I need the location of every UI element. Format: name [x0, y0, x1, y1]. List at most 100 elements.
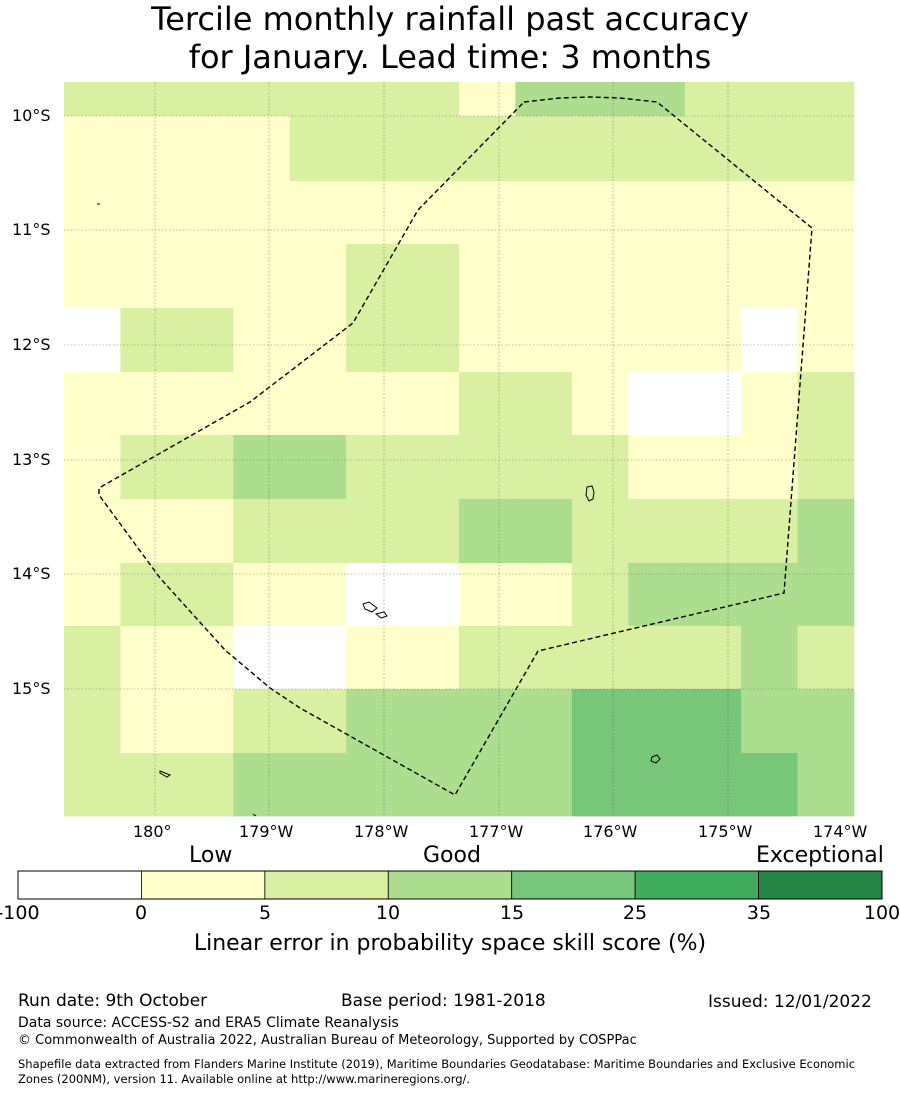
- legend-word-good: Good: [423, 843, 481, 868]
- island-outline: [585, 485, 595, 502]
- skill-cell: [684, 116, 742, 182]
- skill-cell: [402, 753, 460, 817]
- skill-cell: [64, 435, 121, 500]
- legend-word-low: Low: [189, 843, 233, 868]
- skill-cell: [459, 563, 516, 627]
- skill-cell: [120, 308, 178, 373]
- skill-cell: [515, 244, 573, 309]
- skill-cell: [797, 689, 855, 754]
- skill-cell: [797, 308, 855, 373]
- lat-label-10s: 10°S: [12, 106, 51, 125]
- colorbar: [17, 870, 883, 900]
- skill-cell: [571, 372, 629, 436]
- skill-cell: [741, 753, 798, 817]
- skill-cell: [64, 372, 121, 436]
- skill-cell: [515, 435, 573, 500]
- skill-cell: [346, 753, 403, 817]
- skill-cell: [233, 563, 291, 627]
- colorbar-tick: 0: [134, 902, 148, 924]
- skill-cell: [402, 82, 460, 117]
- skill-cell: [346, 626, 403, 690]
- skill-cell: [628, 244, 686, 309]
- skill-cell: [233, 435, 291, 500]
- skill-cell: [684, 308, 742, 373]
- shapefile-credit-line1: Shapefile data extracted from Flanders M…: [18, 1057, 856, 1071]
- skill-cell: [176, 308, 234, 373]
- lat-label-12s: 12°S: [12, 335, 51, 354]
- skill-cell: [233, 499, 291, 564]
- skill-cell: [797, 435, 855, 500]
- skill-cell: [233, 689, 291, 754]
- skill-cell: [289, 372, 347, 436]
- skill-cell: [741, 181, 798, 245]
- island-outline: [374, 611, 388, 619]
- skill-cell: [176, 372, 234, 436]
- skill-cell: [459, 689, 516, 754]
- skill-cell: [402, 116, 460, 182]
- colorbar-tick: 15: [499, 902, 525, 924]
- skill-cell: [684, 499, 742, 564]
- skill-cell: [797, 181, 855, 245]
- map-title-line2: for January. Lead time: 3 months: [188, 38, 712, 76]
- skill-cell: [459, 753, 516, 817]
- skill-cell: [797, 499, 855, 564]
- skill-cell: [684, 372, 742, 436]
- colorbar-tick: -100: [0, 902, 40, 924]
- skill-cell: [571, 116, 629, 182]
- skill-cell: [64, 308, 121, 373]
- skill-cell: [741, 308, 798, 373]
- skill-cell: [289, 308, 347, 373]
- skill-cell: [233, 372, 291, 436]
- skill-cell: [289, 689, 347, 754]
- skill-cell: [120, 626, 178, 690]
- skill-cell: [289, 244, 347, 309]
- skill-cell: [628, 181, 686, 245]
- data-source: Data source: ACCESS-S2 and ERA5 Climate …: [18, 1015, 399, 1031]
- skill-cell: [515, 563, 573, 627]
- skill-cell: [741, 626, 798, 690]
- colorbar-tick: 10: [375, 902, 401, 924]
- skill-cell: [120, 82, 178, 117]
- lon-label-179w: 179°W: [239, 822, 294, 841]
- skill-cell: [741, 435, 798, 500]
- run-date: Run date: 9th October: [18, 991, 208, 1011]
- skill-cell: [797, 563, 855, 627]
- skill-cell: [233, 181, 291, 245]
- colorbar-bin: [511, 870, 636, 900]
- lon-label-178w: 178°W: [354, 822, 409, 841]
- skill-cell: [176, 689, 234, 754]
- lon-label-175w: 175°W: [698, 822, 753, 841]
- skill-cell: [233, 244, 291, 309]
- skill-cell: [741, 116, 798, 182]
- skill-cell: [402, 626, 460, 690]
- colorbar-bin: [17, 870, 142, 900]
- skill-cell: [571, 626, 629, 690]
- skill-map: [64, 82, 855, 817]
- skill-cell: [120, 244, 178, 309]
- base-period: Base period: 1981-2018: [341, 991, 546, 1011]
- skill-cell: [64, 689, 121, 754]
- skill-cell: [346, 372, 403, 436]
- skill-cell: [233, 308, 291, 373]
- colorbar-caption: Linear error in probability space skill …: [193, 931, 707, 956]
- skill-cell: [571, 499, 629, 564]
- island-outline: [159, 770, 172, 778]
- skill-cell: [684, 689, 742, 754]
- skill-cell: [402, 435, 460, 500]
- skill-cell: [176, 753, 234, 817]
- skill-cell: [459, 82, 516, 117]
- skill-cell: [346, 689, 403, 754]
- skill-cell: [628, 626, 686, 690]
- colorbar-tick: 100: [863, 902, 900, 924]
- lon-label-176w: 176°W: [583, 822, 638, 841]
- skill-cell: [402, 689, 460, 754]
- shapefile-credit-line2: Zones (200NM), version 11. Available onl…: [18, 1072, 471, 1086]
- skill-cell: [120, 116, 178, 182]
- skill-cell: [289, 563, 347, 627]
- skill-cell: [459, 499, 516, 564]
- lon-label-174w: 174°W: [813, 822, 868, 841]
- skill-cell: [289, 753, 347, 817]
- skill-cell: [515, 753, 573, 817]
- skill-cell: [289, 499, 347, 564]
- skill-cell: [741, 689, 798, 754]
